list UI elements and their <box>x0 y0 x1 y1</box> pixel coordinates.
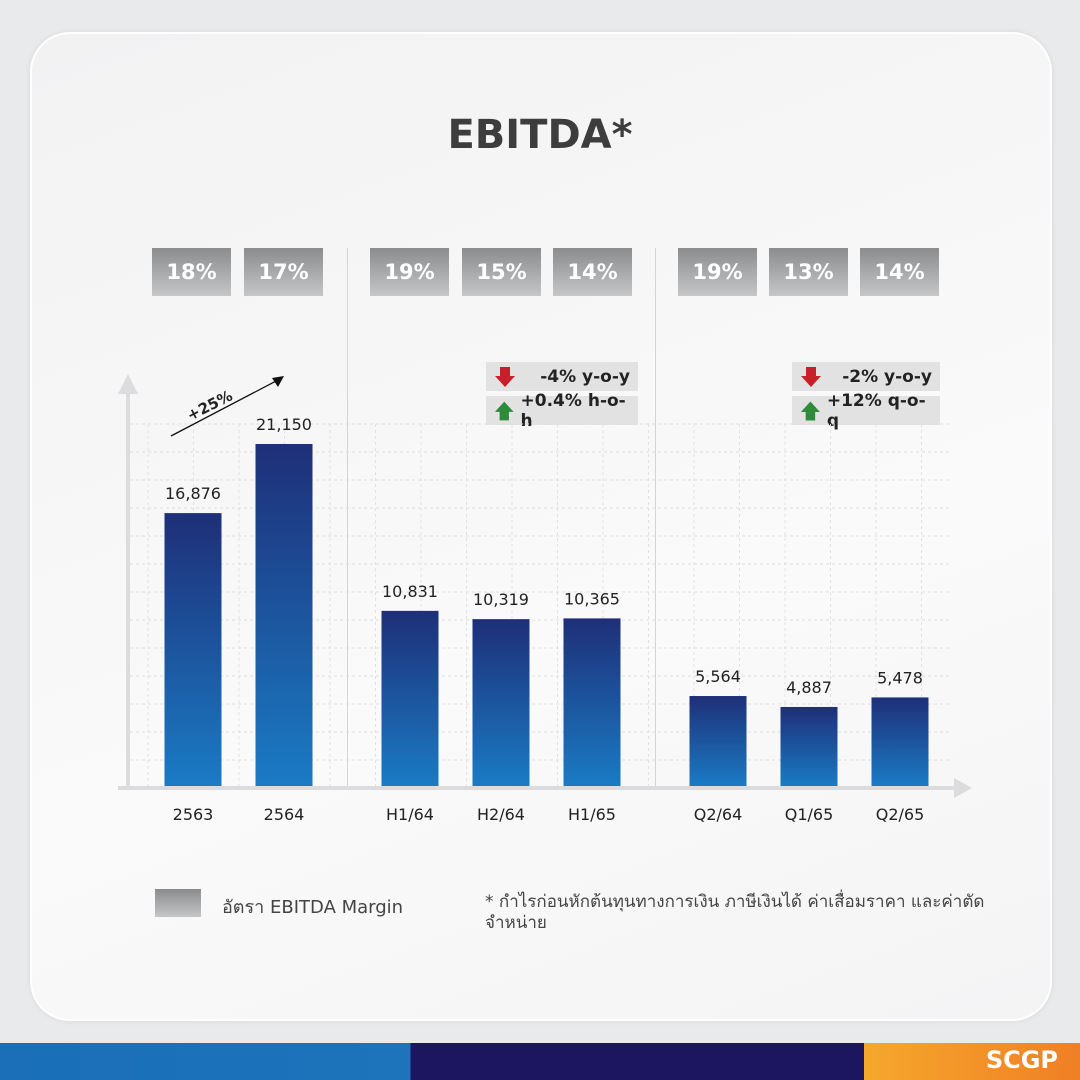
x-tick-label: 2564 <box>264 805 305 824</box>
bar-Q2/64 <box>689 696 747 786</box>
data-label: 16,876 <box>165 484 221 503</box>
arrow-down-icon <box>495 366 515 387</box>
x-tick-label: Q1/65 <box>785 805 834 824</box>
badge-half-yoy: -4% y-o-y <box>486 362 638 391</box>
data-label: 4,887 <box>786 678 832 697</box>
data-label: 10,365 <box>564 589 620 608</box>
growth-arrowhead <box>272 376 284 387</box>
x-tick-label: H1/65 <box>568 805 616 824</box>
y-axis-arrow <box>118 374 138 394</box>
badge-text: +0.4% h-o-h <box>520 390 626 431</box>
badge-quarter-qoq: +12% q-o-q <box>792 391 940 431</box>
growth-label: +25% <box>184 387 235 425</box>
data-label: 10,831 <box>382 582 438 601</box>
group-divider <box>347 248 348 788</box>
footnote: * กำไรก่อนหักต้นทุนทางการเงิน ภาษีเงินได… <box>485 892 985 933</box>
margin-badge: 14% <box>860 248 939 296</box>
bar-Q1/65 <box>780 706 838 786</box>
x-tick-label: 2563 <box>173 805 214 824</box>
margin-badge: 15% <box>462 248 541 296</box>
x-tick-label: H1/64 <box>386 805 434 824</box>
data-label: 5,564 <box>695 667 741 686</box>
growth-arrow <box>170 379 279 437</box>
arrow-up-icon <box>494 401 514 420</box>
badge-text: -4% y-o-y <box>540 366 630 387</box>
bar-2563 <box>164 513 222 786</box>
badge-text: -2% y-o-y <box>842 366 932 387</box>
legend-swatch <box>155 889 201 917</box>
x-tick-label: Q2/64 <box>694 805 743 824</box>
x-tick-label: Q2/65 <box>876 805 925 824</box>
x-axis-arrow <box>954 778 972 798</box>
margin-badge: 19% <box>370 248 449 296</box>
arrow-up-icon <box>800 401 820 420</box>
data-label: 10,319 <box>473 590 529 609</box>
margin-badge: 18% <box>152 248 231 296</box>
bar-H2/64 <box>472 619 530 786</box>
margin-badge: 17% <box>244 248 323 296</box>
badge-text: +12% q-o-q <box>826 390 926 431</box>
bar-Q2/65 <box>871 697 929 786</box>
data-label: 21,150 <box>256 415 312 434</box>
margin-badge: 13% <box>769 248 848 296</box>
bar-H1/65 <box>563 618 621 786</box>
x-tick-label: H2/64 <box>477 805 525 824</box>
data-label: 5,478 <box>877 668 923 687</box>
badge-half-hoh: +0.4% h-o-h <box>486 391 638 431</box>
margin-badge: 19% <box>678 248 757 296</box>
chart-title: EBITDA* <box>447 112 633 158</box>
arrow-down-icon <box>801 366 821 387</box>
footer-band <box>0 1043 1080 1080</box>
legend-label: อัตรา EBITDA Margin <box>222 897 404 918</box>
bar-H1/64 <box>381 610 439 786</box>
logo: SCGP <box>985 1046 1058 1074</box>
bar-2564 <box>255 444 313 786</box>
group-divider <box>655 248 656 788</box>
badge-quarter-yoy: -2% y-o-y <box>792 362 940 391</box>
margin-badge: 14% <box>553 248 632 296</box>
